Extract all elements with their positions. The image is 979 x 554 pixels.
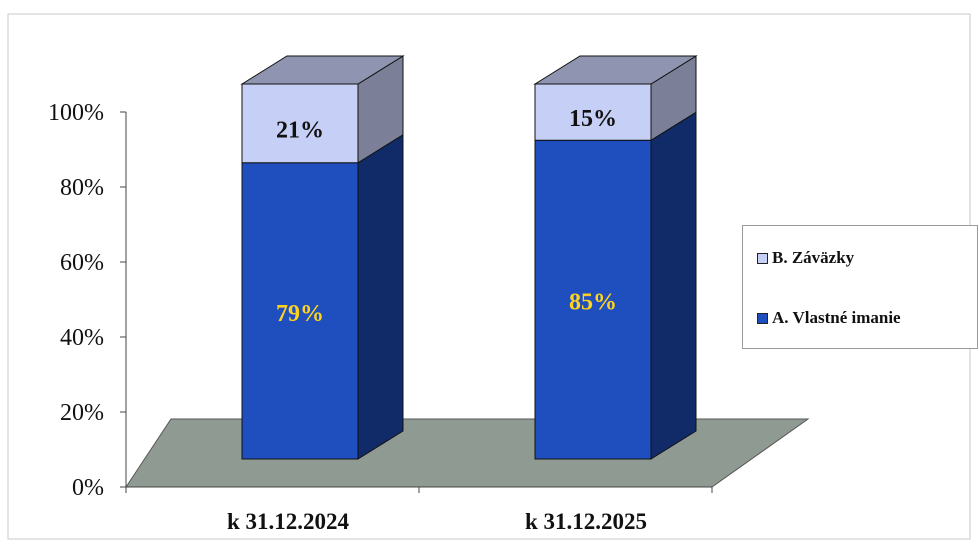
legend-swatch-zavazky [757,252,768,264]
y-tick-label: 20% [60,400,104,426]
bar-segment-side [650,111,697,460]
bar-segment-front [241,162,359,460]
data-label: 79% [276,301,324,327]
bar-segment-top [533,55,698,85]
legend-label-zavazky: B. Záväzky [772,248,855,267]
legend-swatch-vlastne-imanie [757,312,768,324]
bar-segment-front [534,139,652,460]
x-category-label: k 31.12.2024 [227,509,350,534]
data-label: 85% [569,290,617,316]
data-label: 15% [569,106,617,132]
y-tick-label: 0% [72,475,104,501]
bar-segment-front [534,83,652,141]
legend-item-zavazky: B. Záväzky [757,248,854,268]
y-tick-label: 80% [60,175,104,201]
bar-segment-side [357,133,404,460]
legend-label-vlastne-imanie: A. Vlastné imanie [772,308,901,327]
chart-floor [125,418,810,488]
legend-item-vlastne-imanie: A. Vlastné imanie [757,308,901,328]
bar-segment-top [240,55,405,85]
legend: B. Záväzky A. Vlastné imanie [742,225,978,349]
y-tick-label: 100% [48,100,104,126]
y-tick-label: 60% [60,250,104,276]
y-tick-label: 40% [60,325,104,351]
data-label: 21% [276,117,324,143]
x-category-label: k 31.12.2025 [525,509,647,534]
